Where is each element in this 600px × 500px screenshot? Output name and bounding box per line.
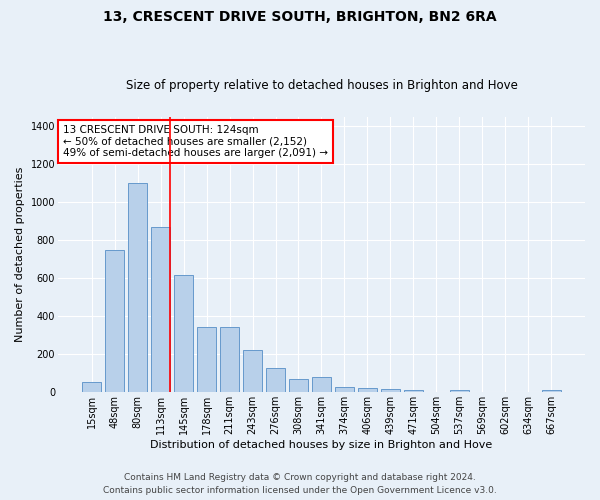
Bar: [128, 184, 148, 392]
Bar: [151, 227, 170, 392]
Text: 13 CRESCENT DRIVE SOUTH: 124sqm
← 50% of detached houses are smaller (2,152)
49%: 13 CRESCENT DRIVE SOUTH: 124sqm ← 50% of…: [63, 125, 328, 158]
Title: Size of property relative to detached houses in Brighton and Hove: Size of property relative to detached ho…: [125, 79, 517, 92]
Bar: [380, 390, 400, 392]
Bar: [220, 326, 239, 392]
Bar: [542, 390, 561, 392]
Text: 13, CRESCENT DRIVE SOUTH, BRIGHTON, BN2 6RA: 13, CRESCENT DRIVE SOUTH, BRIGHTON, BN2 …: [103, 10, 497, 24]
Bar: [174, 276, 193, 392]
Bar: [266, 368, 285, 392]
Bar: [358, 388, 377, 392]
Bar: [312, 377, 331, 392]
Bar: [449, 390, 469, 392]
X-axis label: Distribution of detached houses by size in Brighton and Hove: Distribution of detached houses by size …: [151, 440, 493, 450]
Bar: [105, 250, 124, 392]
Bar: [335, 387, 354, 392]
Bar: [197, 326, 217, 392]
Text: Contains HM Land Registry data © Crown copyright and database right 2024.
Contai: Contains HM Land Registry data © Crown c…: [103, 474, 497, 495]
Bar: [243, 350, 262, 393]
Bar: [404, 390, 423, 392]
Bar: [289, 379, 308, 392]
Y-axis label: Number of detached properties: Number of detached properties: [15, 167, 25, 342]
Bar: [82, 382, 101, 392]
